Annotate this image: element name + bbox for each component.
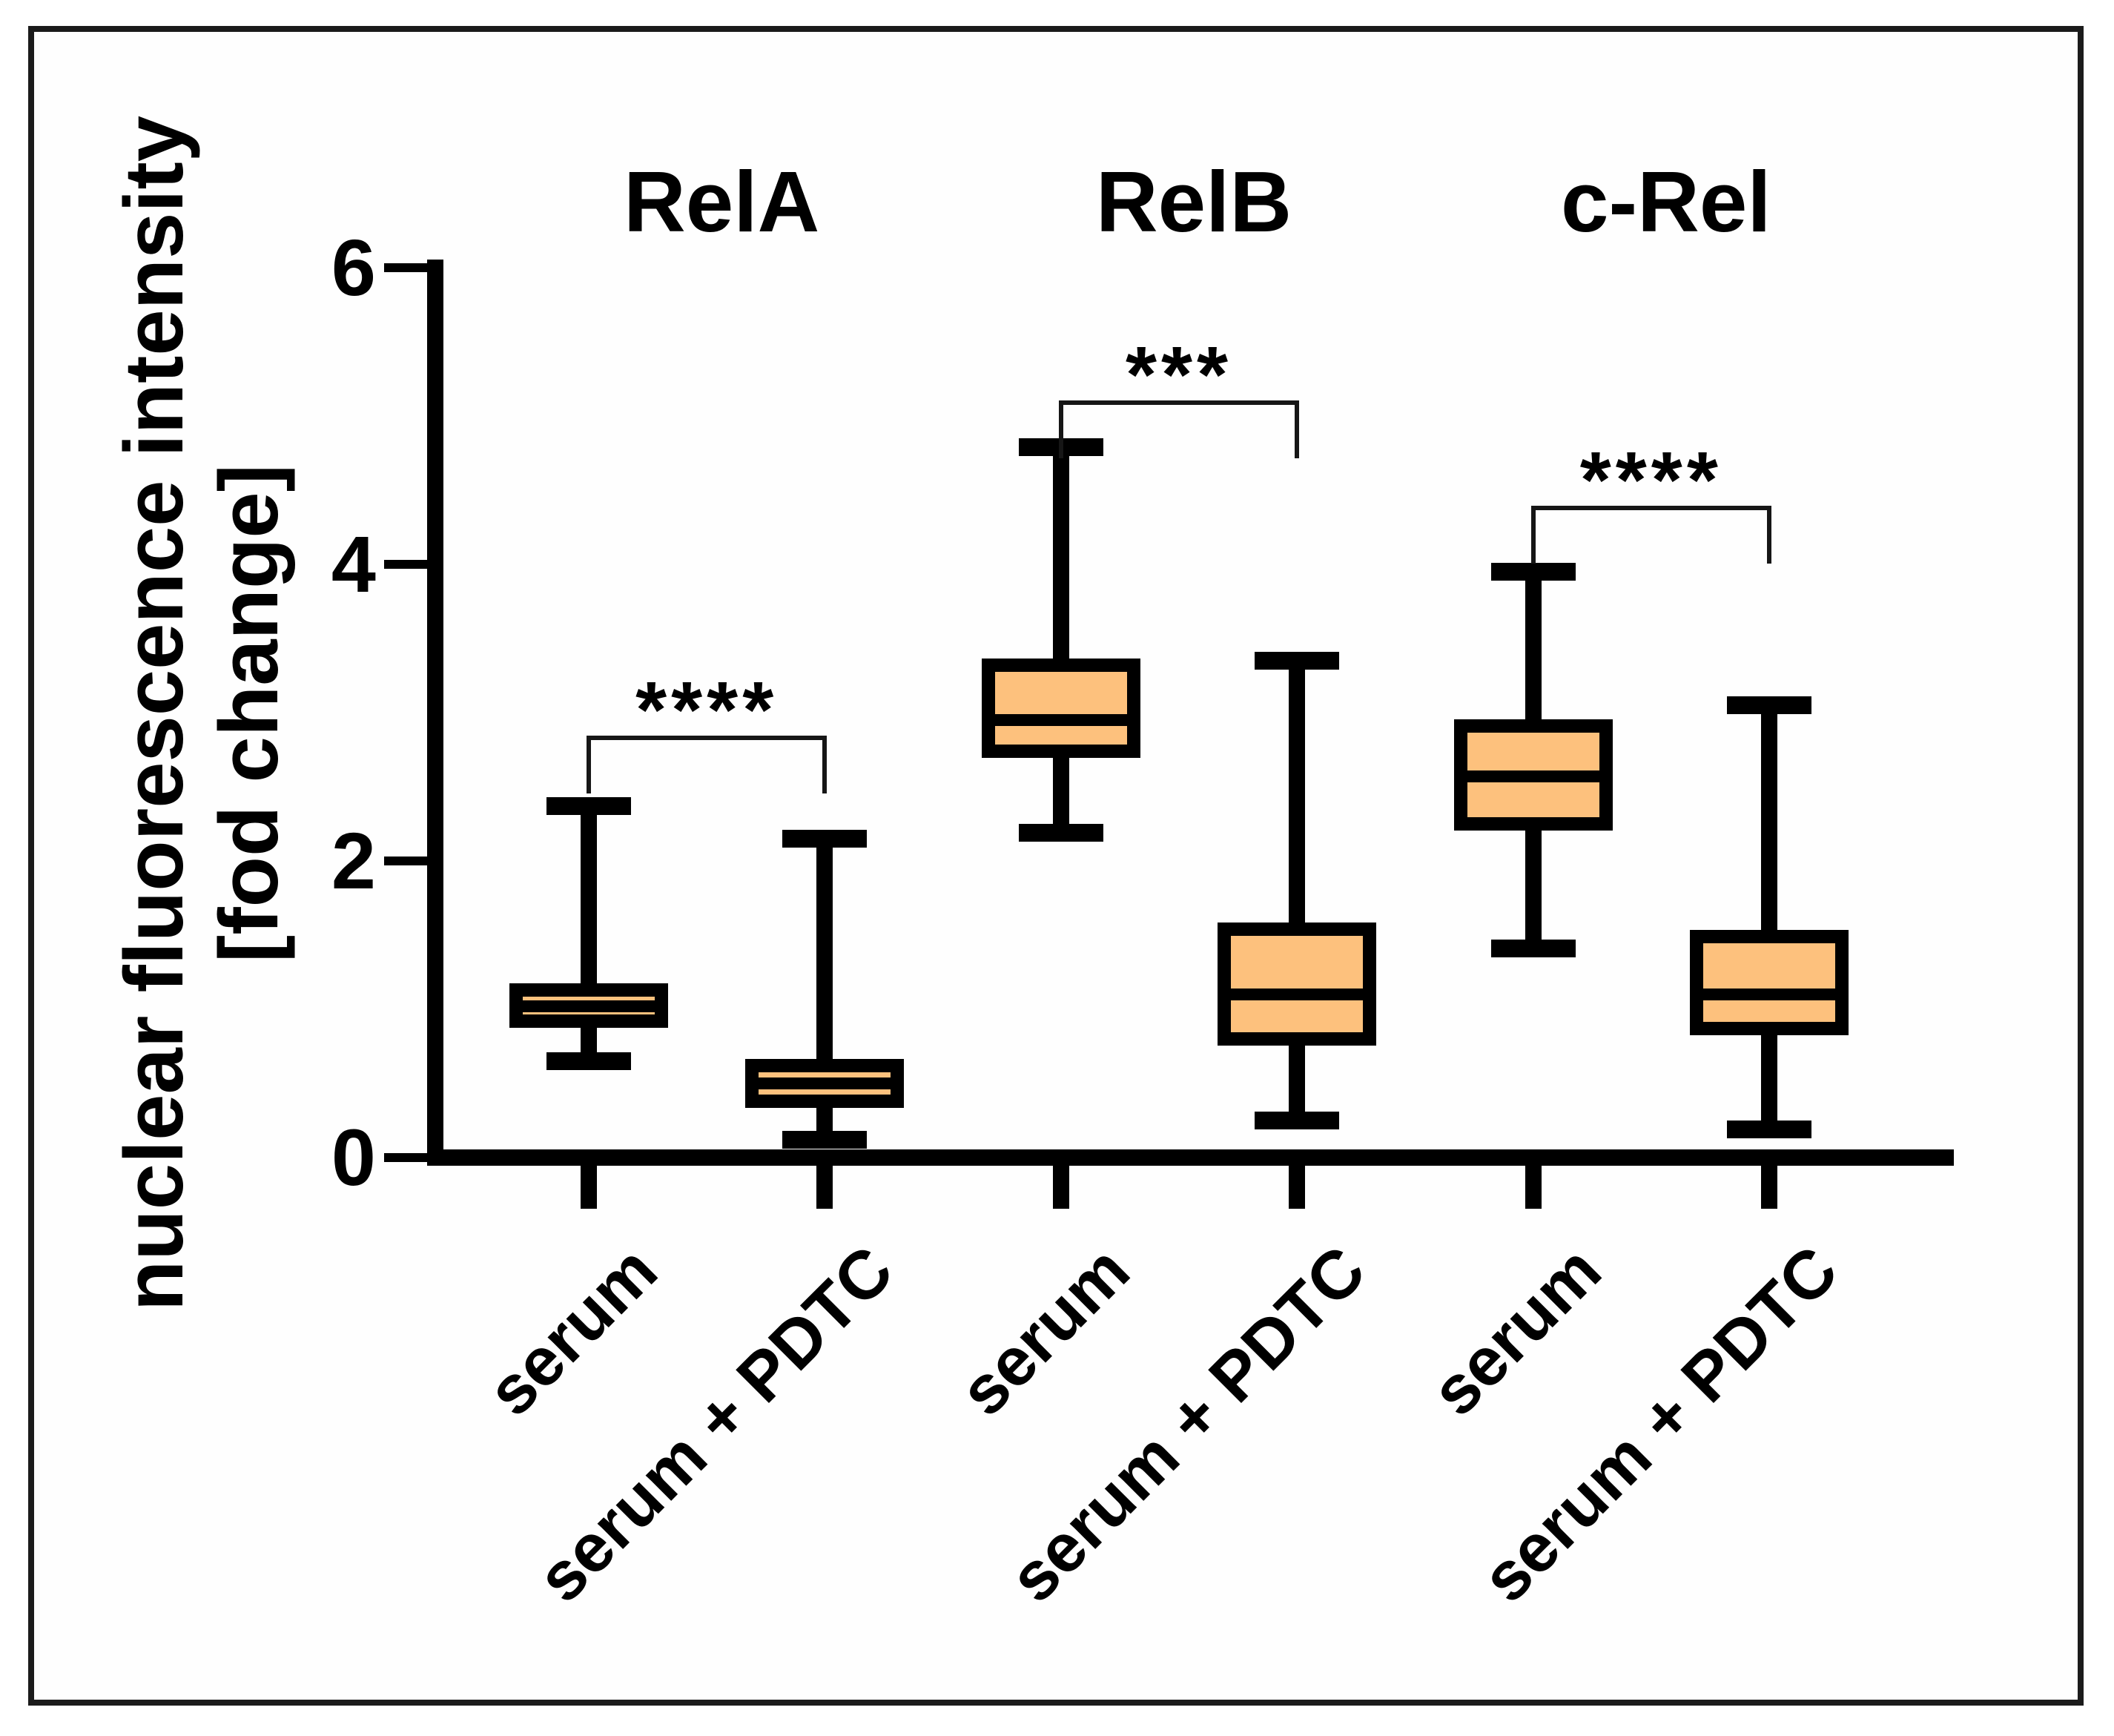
upper-whisker-cap (1490, 563, 1576, 581)
significance-stars: *** (1125, 329, 1233, 419)
y-tick (384, 1153, 427, 1162)
median-line (759, 1077, 891, 1089)
lower-whisker-line (581, 1021, 597, 1061)
significance-bracket-left (1530, 506, 1536, 564)
figure-border (28, 26, 2084, 1706)
significance-bracket-top (587, 736, 828, 740)
x-tick (1761, 1166, 1777, 1209)
x-tick (1525, 1166, 1542, 1209)
y-tick-label: 2 (331, 816, 376, 905)
y-axis-line (427, 260, 443, 1166)
significance-bracket-right (822, 736, 828, 793)
box-iqr (1218, 923, 1377, 1046)
lower-whisker-cap (546, 1052, 631, 1070)
group-title: RelB (1095, 154, 1292, 250)
box-iqr (1690, 930, 1849, 1035)
group-title: c-Rel (1560, 154, 1771, 250)
box-iqr (745, 1059, 905, 1108)
lower-whisker-line (1052, 751, 1069, 833)
median-line (1231, 989, 1364, 1000)
upper-whisker-cap (1255, 652, 1340, 670)
x-tick (1289, 1166, 1306, 1209)
group-title: RelA (624, 154, 820, 250)
lower-whisker-cap (782, 1131, 868, 1149)
upper-whisker-line (1525, 572, 1542, 726)
upper-whisker-line (581, 806, 597, 990)
lower-whisker-cap (1490, 940, 1576, 957)
upper-whisker-line (816, 839, 833, 1066)
x-tick (581, 1166, 597, 1209)
upper-whisker-line (1761, 705, 1777, 937)
lower-whisker-line (816, 1101, 833, 1140)
significance-bracket-left (587, 736, 591, 793)
lower-whisker-line (1525, 824, 1542, 948)
significance-bracket-right (1767, 506, 1771, 564)
upper-whisker-cap (546, 797, 631, 815)
upper-whisker-cap (1727, 696, 1811, 714)
y-tick-label: 6 (331, 222, 376, 312)
x-tick (816, 1166, 833, 1209)
upper-whisker-cap (782, 830, 868, 848)
significance-bracket-left (1058, 400, 1063, 458)
median-line (1703, 989, 1835, 1000)
y-tick (384, 560, 427, 569)
lower-whisker-cap (1255, 1112, 1340, 1129)
box-iqr (981, 659, 1140, 758)
median-line (1467, 770, 1599, 782)
median-line (994, 714, 1127, 726)
y-axis-label-line1: nuclear fluorescence intensity (108, 115, 200, 1312)
y-tick-label: 4 (331, 519, 376, 609)
significance-bracket-top (1058, 400, 1300, 405)
significance-stars: **** (1579, 435, 1722, 524)
upper-whisker-line (1052, 447, 1069, 665)
y-tick (384, 857, 427, 865)
x-tick (1052, 1166, 1069, 1209)
significance-bracket-top (1530, 506, 1771, 510)
y-tick-label: 0 (331, 1112, 376, 1202)
lower-whisker-cap (1727, 1121, 1811, 1138)
significance-stars: **** (635, 664, 779, 754)
lower-whisker-cap (1018, 824, 1103, 842)
upper-whisker-line (1289, 661, 1306, 929)
y-tick (384, 263, 427, 272)
lower-whisker-line (1289, 1039, 1306, 1121)
significance-bracket-right (1295, 400, 1300, 458)
x-axis-line (427, 1149, 1954, 1166)
lower-whisker-line (1761, 1029, 1777, 1129)
median-line (523, 1000, 655, 1012)
